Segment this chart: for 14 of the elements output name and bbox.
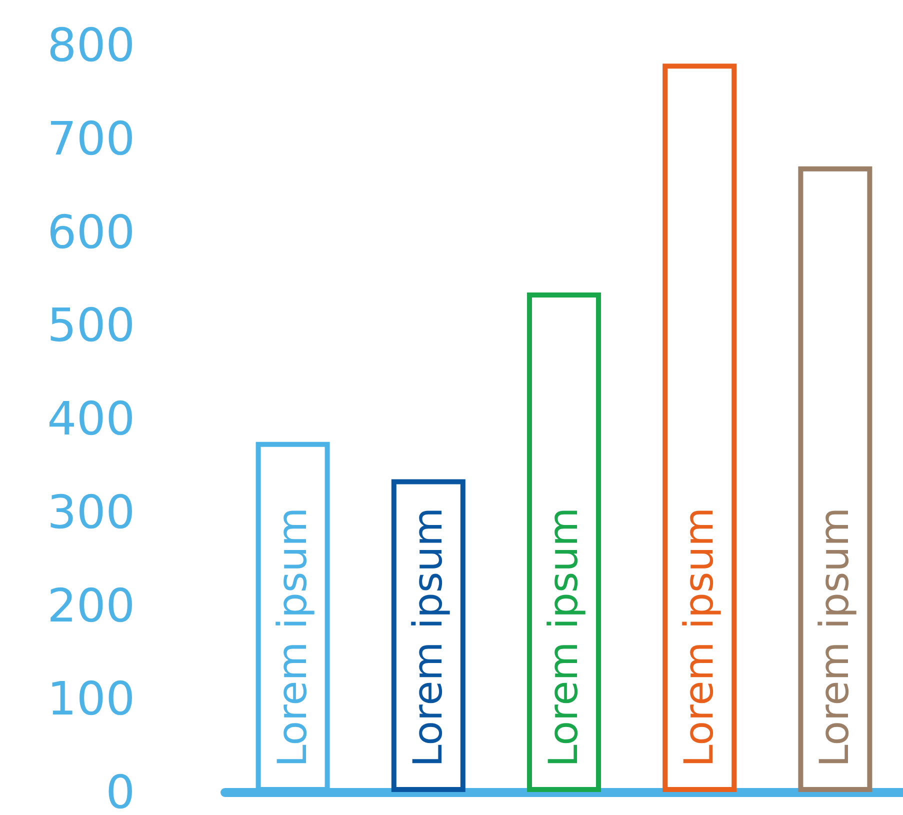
x-tick-label: Lorem ipsum: [405, 507, 452, 767]
y-tick-label: 100: [47, 672, 135, 726]
y-tick-label: 600: [47, 204, 135, 259]
y-tick-label: 400: [47, 392, 135, 446]
y-tick-label: 700: [47, 111, 135, 166]
y-tick-label: 0: [106, 765, 135, 815]
x-tick-label: Lorem ipsum: [541, 507, 587, 767]
x-tick-label: Lorem ipsum: [812, 507, 858, 767]
y-tick-label: 200: [47, 578, 135, 632]
x-tick-label: Lorem ipsum: [270, 507, 316, 767]
x-tick-label: Lorem ipsum: [676, 507, 723, 767]
y-tick-label: 300: [47, 484, 135, 539]
y-tick-label: 500: [47, 298, 135, 352]
y-tick-label: 800: [47, 18, 135, 72]
